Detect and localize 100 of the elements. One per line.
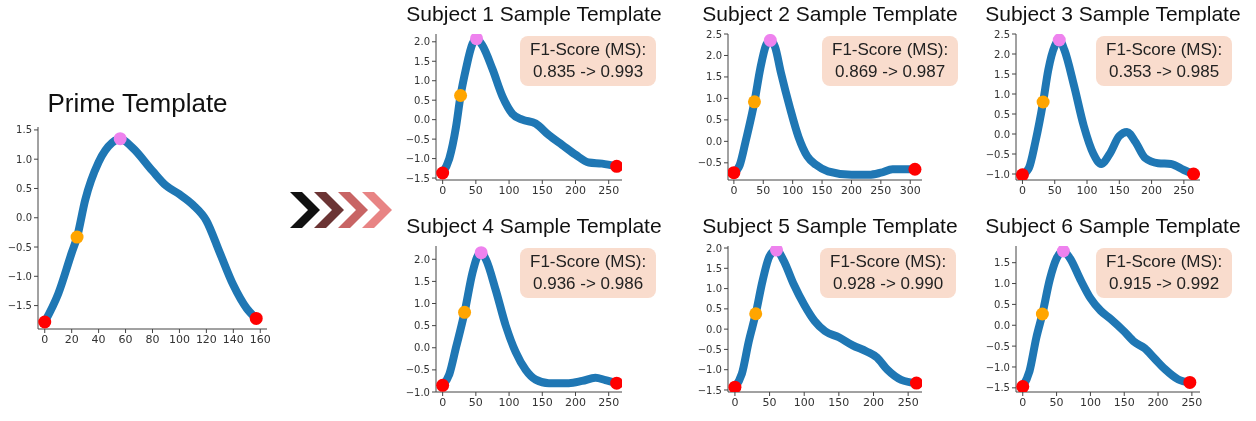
y-tick-label: 1.5 (414, 275, 430, 287)
y-tick-label: 1.5 (414, 55, 430, 67)
x-tick-label: 50 (1047, 183, 1062, 197)
y-tick-label: 1.0 (414, 298, 430, 310)
x-tick-label: 100 (793, 395, 815, 409)
x-tick-label: 100 (1076, 183, 1098, 197)
x-tick-label: 60 (118, 332, 133, 346)
point (70, 230, 84, 244)
y-tick-label: 1.5 (706, 262, 722, 274)
y-tick-label: 0.5 (994, 298, 1010, 310)
x-tick-label: 160 (249, 332, 271, 346)
x-tick-label: 200 (565, 183, 586, 197)
x-tick-label: 250 (598, 395, 620, 409)
x-tick-label: 100 (498, 183, 520, 197)
x-tick-label: 100 (782, 183, 804, 197)
x-tick-label: 200 (565, 395, 586, 409)
point (749, 307, 763, 321)
y-tick-label: 0.5 (706, 303, 722, 315)
annotation: F1-Score (MS): (830, 251, 947, 273)
y-tick-label: −0.5 (985, 340, 1010, 352)
point (458, 305, 472, 319)
point (1183, 375, 1197, 389)
point (747, 95, 761, 109)
point (474, 246, 488, 260)
point (1035, 307, 1049, 321)
point (763, 34, 777, 47)
y-tick-label: 2.5 (994, 28, 1010, 40)
y-tick-label: −0.5 (985, 148, 1010, 160)
x-tick-label: 120 (195, 332, 217, 346)
point (909, 376, 922, 390)
y-tick-label: −1.5 (405, 172, 430, 184)
chart-title: Subject 6 Sample Template (984, 214, 1242, 238)
y-tick-label: −1.5 (7, 300, 32, 312)
y-tick-label: 1.5 (706, 71, 722, 83)
x-tick-label: 200 (1147, 395, 1169, 409)
point (249, 311, 263, 325)
x-tick-label: 250 (598, 183, 620, 197)
y-tick-label: 2.0 (706, 242, 722, 254)
point (1036, 95, 1050, 109)
x-tick-label: 50 (756, 183, 771, 197)
point (770, 246, 783, 257)
y-tick-label: 2.0 (414, 36, 430, 48)
y-tick-label: 0.5 (994, 108, 1010, 120)
point (728, 166, 741, 180)
annotation: 0.928 -> 0.990 (832, 273, 945, 295)
x-tick-label: 0 (439, 395, 447, 409)
y-tick-label: 0.0 (414, 114, 430, 126)
point (454, 89, 468, 103)
y-tick-label: −1.0 (7, 270, 32, 282)
point (1052, 34, 1066, 47)
x-tick-label: 250 (1173, 183, 1195, 197)
x-tick-label: 50 (468, 183, 483, 197)
annotation: F1-Score (MS): (1106, 39, 1223, 61)
point (610, 159, 622, 173)
chart-title: Prime Template (46, 88, 229, 119)
x-tick-label: 300 (899, 183, 921, 197)
y-tick-label: 0.0 (16, 212, 32, 224)
point (1016, 380, 1030, 392)
y-tick-label: −0.5 (697, 343, 722, 355)
y-tick-label: 1.0 (994, 278, 1010, 290)
chart-title: Subject 5 Sample Template (701, 214, 959, 238)
point (113, 132, 127, 146)
point (470, 34, 484, 46)
annotation: 0.915 -> 0.992 (1108, 273, 1221, 295)
annotation: 0.353 -> 0.985 (1108, 61, 1221, 83)
y-tick-label: 0.0 (706, 135, 722, 147)
annotation: F1-Score (MS): (1106, 251, 1223, 273)
x-tick-label: 250 (1181, 395, 1203, 409)
annotation: 0.936 -> 0.986 (532, 273, 645, 295)
point (1056, 246, 1070, 258)
x-tick-label: 50 (468, 395, 483, 409)
x-tick-label: 0 (1019, 395, 1027, 409)
x-tick-label: 150 (1113, 395, 1135, 409)
y-tick-label: −0.5 (697, 157, 722, 169)
y-tick-label: 0.0 (414, 342, 430, 354)
y-tick-label: −1.0 (985, 168, 1010, 180)
y-tick-label: 1.5 (994, 68, 1010, 80)
y-tick-label: 1.0 (16, 153, 32, 165)
point (38, 315, 52, 329)
point (1187, 167, 1200, 180)
point (436, 378, 450, 392)
y-tick-label: 0.0 (994, 128, 1010, 140)
point (1016, 168, 1029, 180)
y-tick-label: 1.0 (414, 75, 430, 87)
x-tick-label: 0 (41, 332, 49, 346)
point (610, 376, 622, 390)
x-tick-label: 140 (222, 332, 244, 346)
x-tick-label: 200 (1141, 183, 1163, 197)
chart-title: Subject 1 Sample Template (405, 2, 663, 26)
x-tick-label: 200 (863, 395, 884, 409)
x-tick-label: 100 (1079, 395, 1101, 409)
chart-title: Subject 4 Sample Template (405, 214, 663, 238)
y-tick-label: 1.5 (16, 124, 32, 136)
point (436, 166, 450, 180)
x-tick-label: 40 (91, 332, 106, 346)
x-tick-label: 100 (498, 395, 520, 409)
annotation: 0.835 -> 0.993 (532, 61, 645, 83)
y-tick-label: 0.5 (16, 183, 32, 195)
chart-title: Subject 2 Sample Template (701, 2, 959, 26)
x-tick-label: 50 (1049, 395, 1064, 409)
